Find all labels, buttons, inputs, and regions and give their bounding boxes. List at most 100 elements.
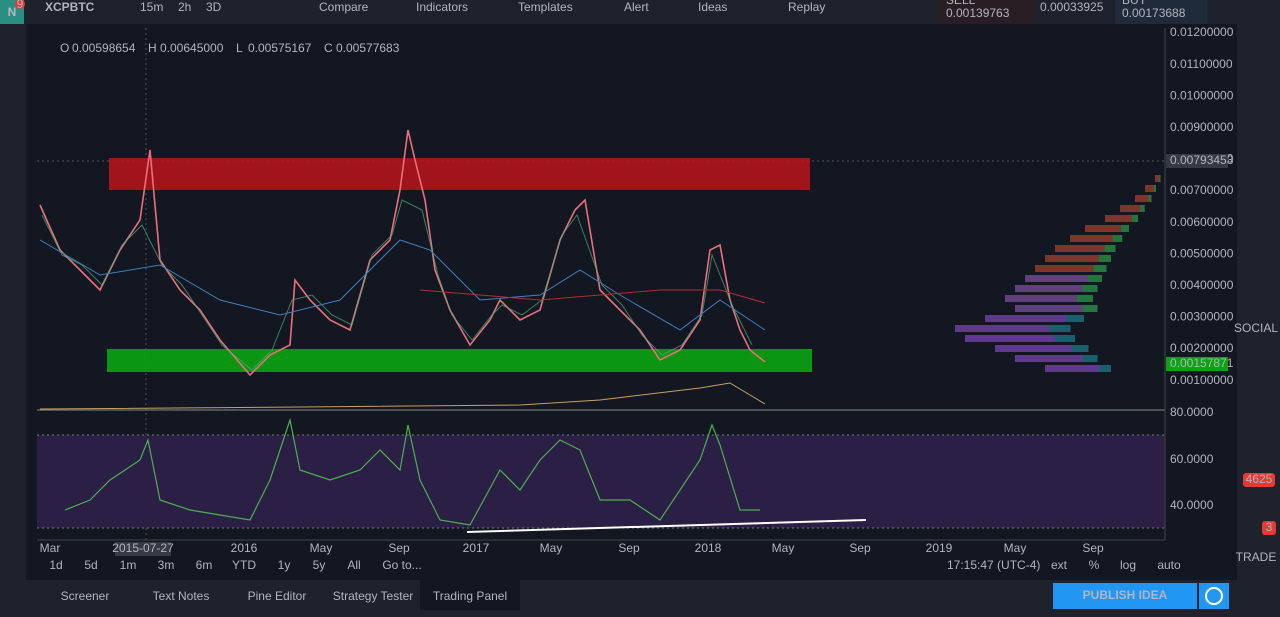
toolbar-button[interactable]: Ideas	[698, 0, 727, 14]
profile-bar	[1085, 225, 1121, 232]
time-label: Sep	[849, 541, 871, 555]
panel-tab[interactable]: Trading Panel	[433, 589, 507, 603]
price-label: 0.00700000	[1170, 183, 1234, 197]
profile-bar	[1070, 235, 1113, 242]
panel-tab[interactable]: Strategy Tester	[333, 589, 413, 603]
price-line	[39, 129, 766, 377]
price-label: 0.00200000	[1170, 341, 1234, 355]
clock: 17:15:47 (UTC-4)	[947, 558, 1040, 572]
bottom-panel	[26, 580, 1237, 617]
profile-bar	[1015, 355, 1083, 362]
range-button[interactable]: Go to...	[382, 558, 421, 572]
profile-bar	[1120, 205, 1141, 212]
profile-bar	[1015, 305, 1083, 312]
sell-label: SELL	[946, 0, 976, 7]
moving-average	[39, 239, 766, 331]
time-highlight	[115, 542, 171, 556]
rsi-label: 80.0000	[1170, 405, 1214, 419]
panel-tab[interactable]: Pine Editor	[248, 589, 307, 603]
active-tab	[420, 580, 520, 610]
profile-bar	[1105, 215, 1132, 222]
time-label: May	[772, 541, 795, 555]
profile-bar	[985, 315, 1066, 322]
ohlc-key: H	[148, 41, 157, 55]
top-toolbar	[0, 0, 1280, 24]
axis-option[interactable]: auto	[1157, 558, 1181, 572]
volume-average	[39, 382, 766, 410]
toolbar-button[interactable]: Alert	[624, 0, 649, 14]
ohlc-key: O	[60, 41, 69, 55]
profile-bar	[1045, 255, 1099, 262]
chart-pane	[37, 28, 1165, 540]
time-label: Sep	[618, 541, 640, 555]
badge	[1262, 521, 1276, 535]
ohlc-key: L	[236, 41, 243, 55]
badge	[1243, 473, 1275, 487]
range-button[interactable]: 1d	[49, 558, 62, 572]
range-button[interactable]: 6m	[196, 558, 213, 572]
toolbar-button[interactable]: Templates	[518, 0, 573, 14]
sidebar-label: TRADE	[1236, 550, 1277, 564]
sell-price: 0.00139763	[946, 6, 1010, 20]
interval[interactable]: 2h	[178, 0, 191, 14]
profile-bar	[1155, 175, 1160, 182]
time-label: 2016	[231, 541, 258, 555]
time-label: Sep	[1082, 541, 1104, 555]
price-label: 0.01200000	[1170, 25, 1234, 39]
axis-option[interactable]: log	[1120, 558, 1136, 572]
ohlc-value: 0.00598654	[72, 41, 136, 55]
profile-bar	[1015, 285, 1083, 292]
range-button[interactable]: 1m	[120, 558, 137, 572]
price-label: 0.00500000	[1170, 246, 1234, 260]
axis-option[interactable]: ext	[1051, 558, 1068, 572]
price-marker	[1166, 357, 1228, 371]
time-label: Sep	[388, 541, 410, 555]
range-button[interactable]: 5y	[313, 558, 326, 572]
price-label: 0.00300000	[1170, 310, 1234, 324]
price-label: 0.01100000	[1170, 57, 1233, 71]
profile-bar	[955, 325, 1050, 332]
toolbar-button[interactable]: Compare	[319, 0, 369, 14]
trend-line	[466, 519, 867, 533]
play-button[interactable]	[1199, 583, 1229, 609]
buy-box[interactable]	[1115, 0, 1207, 24]
ohlc-value: 0.00575167	[248, 41, 312, 55]
buy-price: 0.00173688	[1122, 6, 1186, 20]
notification-badge: 3	[1266, 520, 1273, 534]
moving-average	[419, 289, 766, 304]
time-label: 2015-07-27	[112, 541, 174, 555]
spread: 0.00033925	[1040, 0, 1104, 14]
axis-option[interactable]: %	[1089, 558, 1100, 572]
time-label: 2017	[463, 541, 490, 555]
logo-badge-text: 9	[17, 0, 24, 11]
symbol: XCPBTC	[45, 0, 95, 14]
range-button[interactable]: YTD	[232, 558, 256, 572]
toolbar-button[interactable]: Indicators	[416, 0, 468, 14]
price-label: 0.00900000	[1170, 120, 1234, 134]
interval[interactable]: 3D	[206, 0, 222, 14]
logo-text: N	[8, 5, 17, 19]
profile-bar	[1035, 265, 1094, 272]
panel-tab[interactable]: Screener	[61, 589, 110, 603]
play-icon	[1205, 587, 1223, 605]
time-label: May	[1004, 541, 1027, 555]
range-button[interactable]: 5d	[84, 558, 97, 572]
viewers-badge: 4625	[1246, 472, 1273, 486]
range-button[interactable]: 1y	[278, 558, 291, 572]
sidebar-label: SOCIAL	[1234, 321, 1278, 335]
sell-box[interactable]	[938, 0, 1034, 24]
profile-bar	[1025, 275, 1088, 282]
profile-bar	[1055, 245, 1105, 252]
range-button[interactable]: 3m	[158, 558, 175, 572]
range-button[interactable]: All	[347, 558, 360, 572]
publish-button[interactable]	[1053, 583, 1197, 609]
ohlc-key: C	[324, 41, 333, 55]
time-label: Mar	[40, 541, 61, 555]
price-marker-label: 0.00793453	[1170, 153, 1234, 167]
time-label: 2018	[695, 541, 722, 555]
price-label: 0.00400000	[1170, 278, 1234, 292]
interval[interactable]: 15m	[140, 0, 163, 14]
panel-tab[interactable]: Text Notes	[153, 589, 210, 603]
toolbar-button[interactable]: Replay	[788, 0, 825, 14]
